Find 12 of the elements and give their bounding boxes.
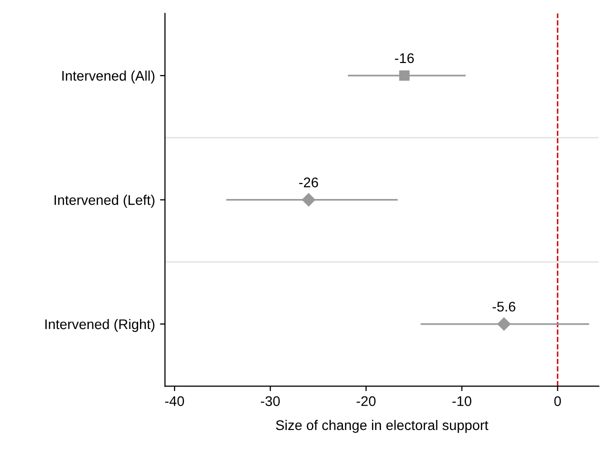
- x-tick-label: -10: [452, 396, 472, 406]
- x-tick-label: -30: [260, 396, 280, 406]
- x-axis-title: Size of change in electoral support: [276, 420, 488, 433]
- x-tick-label: -40: [165, 396, 184, 406]
- y-tick-label: Intervened (Left): [54, 194, 154, 208]
- data-label: -16: [394, 53, 414, 64]
- data-label: -26: [299, 178, 318, 188]
- y-tick-label: Intervened (All): [62, 70, 154, 84]
- y-tick-label: Intervened (Right): [45, 318, 154, 332]
- data-label: -5.6: [492, 302, 516, 312]
- x-tick-label: 0: [554, 396, 561, 406]
- x-tick-label: -20: [356, 396, 376, 406]
